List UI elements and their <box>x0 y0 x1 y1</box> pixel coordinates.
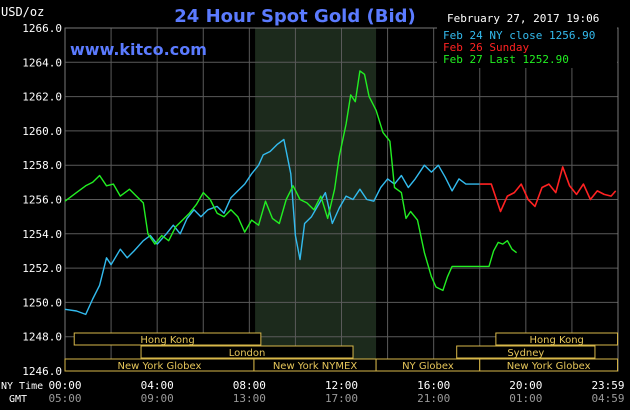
market-session-label: New York NYMEX <box>273 361 358 372</box>
x-tick-label-ny: 08:00 <box>233 379 266 392</box>
market-session-bars: Hong Kong Hong Kong London Sydney New York G… <box>64 332 619 372</box>
x-tick-label-gmt: 21:00 <box>417 392 450 405</box>
series-line <box>479 166 617 213</box>
datetime-label: February 27, 2017 19:06 <box>447 12 599 25</box>
legend: February 27, 2017 19:06 Feb 24 NY close … <box>437 12 617 68</box>
y-tick-label: 1258.0 <box>22 159 62 172</box>
market-session-bar <box>73 332 262 346</box>
y-axis-ticks: 1266.0 1264.0 1262.0 1260.0 1258.0 1256.0 1254… <box>22 22 62 378</box>
market-session-label: Hong Kong <box>140 335 194 346</box>
ny-time-row-label: NY Time <box>1 381 43 392</box>
x-tick-label-ny: 12:00 <box>325 379 358 392</box>
market-session-bar <box>456 345 596 359</box>
legend-item-feb26: Feb 26 Sunday <box>443 41 529 54</box>
x-tick-label-ny: 00:00 <box>48 379 81 392</box>
y-tick-label: 1256.0 <box>22 194 62 207</box>
y-tick-label: 1246.0 <box>22 365 62 378</box>
x-tick-label-ny: 20:00 <box>509 379 542 392</box>
market-session-bar <box>495 332 619 346</box>
series-line <box>64 138 480 316</box>
chart-title: 24 Hour Spot Gold (Bid) <box>174 6 415 27</box>
x-tick-label-gmt: 04:59 <box>591 392 624 405</box>
series-layer <box>64 70 617 316</box>
gmt-row-label: GMT <box>9 394 27 405</box>
market-session-label: Hong Kong <box>530 335 584 346</box>
market-session-label: NY Globex <box>402 361 454 372</box>
x-tick-label-gmt: 01:00 <box>509 392 542 405</box>
y-tick-label: 1260.0 <box>22 125 62 138</box>
market-session-label: London <box>229 348 266 359</box>
x-tick-label-gmt: 13:00 <box>233 392 266 405</box>
legend-item-feb27: Feb 27 Last 1252.90 <box>443 53 569 66</box>
x-tick-label-gmt: 05:00 <box>48 392 81 405</box>
x-axis-ticks: 00:00 04:00 08:00 12:00 16:00 20:00 23:59 05:00… <box>48 379 624 405</box>
market-session-label: Sydney <box>507 348 544 359</box>
y-tick-label: 1262.0 <box>22 91 62 104</box>
legend-background <box>437 27 617 68</box>
x-tick-label-ny: 16:00 <box>417 379 450 392</box>
x-tick-label-ny: 23:59 <box>591 379 624 392</box>
market-session-label: New York Globex <box>118 361 202 372</box>
market-session-bar <box>479 358 619 372</box>
series-line <box>64 70 518 292</box>
unit-label: USD/oz <box>1 5 44 19</box>
y-tick-label: 1266.0 <box>22 22 62 35</box>
x-tick-label-gmt: 17:00 <box>325 392 358 405</box>
y-tick-label: 1250.0 <box>22 296 62 309</box>
legend-item-feb24: Feb 24 NY close 1256.90 <box>443 29 595 42</box>
y-tick-label: 1248.0 <box>22 331 62 344</box>
market-session-bar <box>140 345 354 359</box>
y-tick-label: 1254.0 <box>22 228 62 241</box>
y-tick-label: 1252.0 <box>22 262 62 275</box>
website-label: www.kitco.com <box>70 40 207 59</box>
y-tick-label: 1264.0 <box>22 56 62 69</box>
x-tick-label-ny: 04:00 <box>141 379 174 392</box>
x-tick-label-gmt: 09:00 <box>141 392 174 405</box>
market-session-label: New York Globex <box>507 361 591 372</box>
